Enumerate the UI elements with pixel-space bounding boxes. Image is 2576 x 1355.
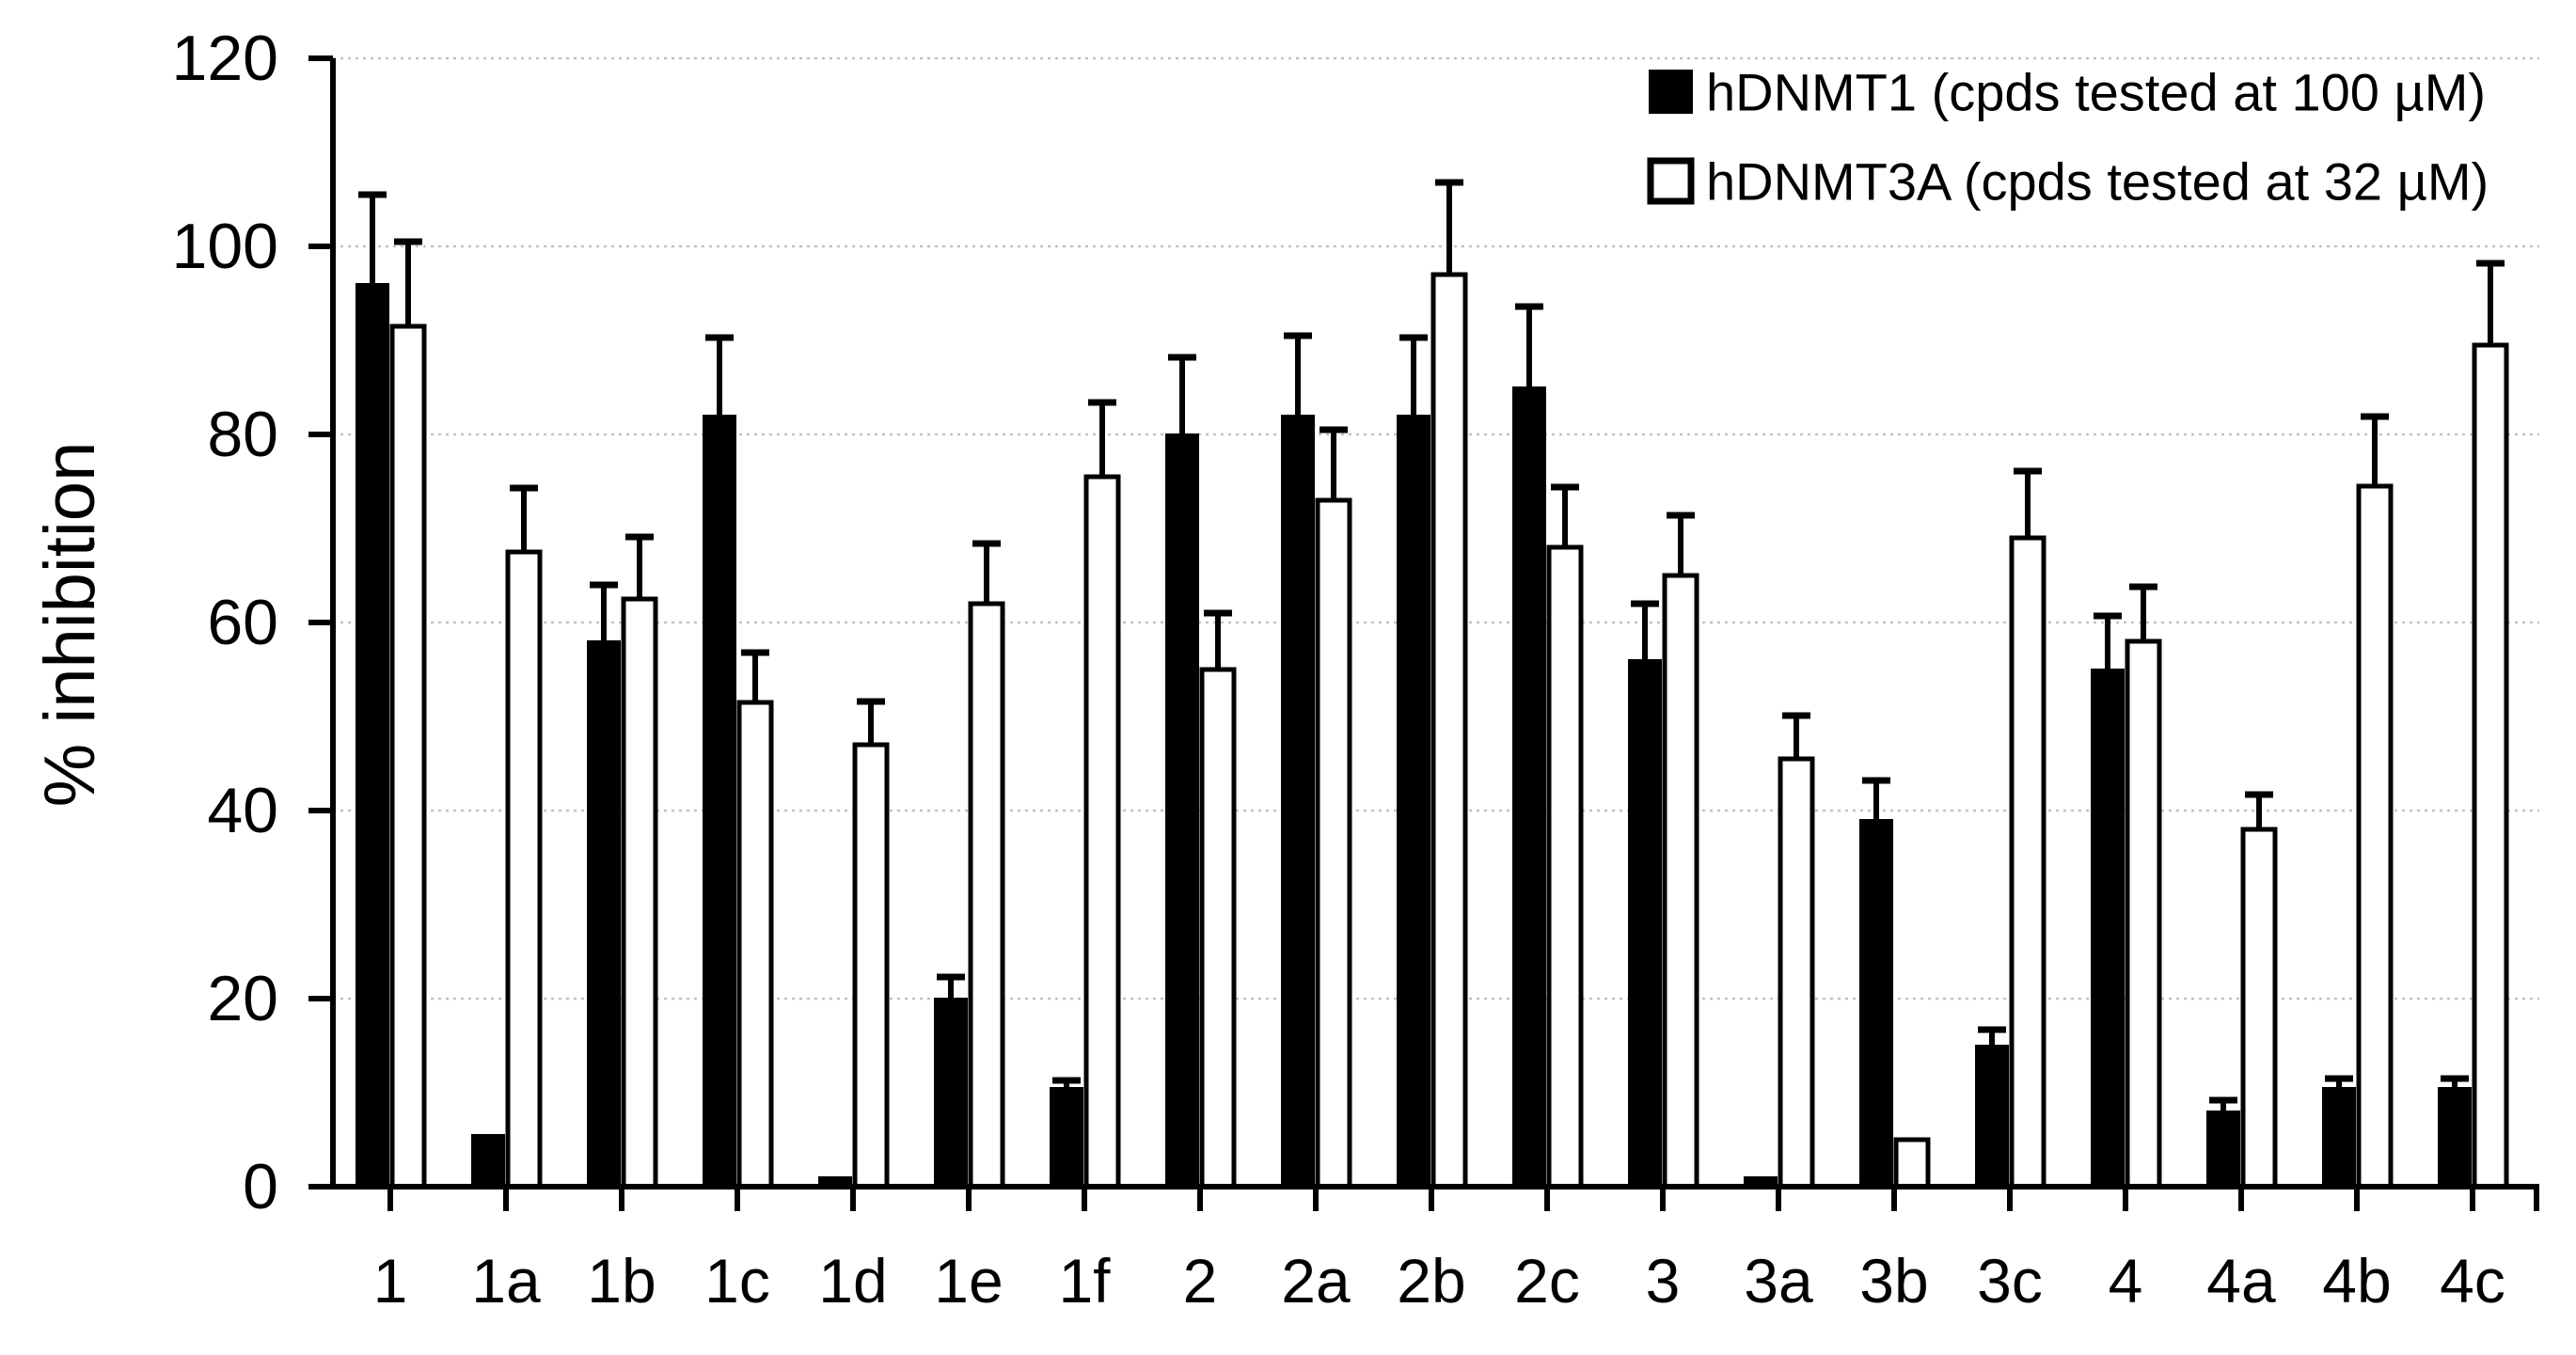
axes — [308, 55, 2539, 1211]
bar-hDNMT3A-2a — [1315, 497, 1352, 1190]
bar-hDNMT3A-3b — [1893, 1137, 1931, 1190]
x-label-3a: 3a — [1744, 1246, 1813, 1316]
bar-hDNMT3A-2c — [1546, 544, 1584, 1190]
bar-hDNMT1-4a — [2206, 1111, 2240, 1188]
bar-hDNMT1-1e — [934, 998, 968, 1188]
bar-hDNMT1-3b — [1859, 819, 1893, 1188]
x-label-2b: 2b — [1397, 1246, 1465, 1316]
bar-hDNMT3A-2 — [1199, 667, 1237, 1190]
x-label-4b: 4b — [2322, 1246, 2391, 1316]
bar-hDNMT3A-1c — [736, 700, 774, 1190]
x-label-1f: 1f — [1058, 1246, 1111, 1316]
legend-swatch-hdnmt3a-icon — [1647, 157, 1695, 205]
gridlines — [333, 56, 2539, 1000]
bar-hDNMT1-3c — [1975, 1045, 2009, 1188]
x-label-3c: 3c — [1977, 1246, 2043, 1316]
legend-label-hdnmt3a: hDNMT3A (cpds tested at 32 µM) — [1706, 152, 2489, 212]
bar-hDNMT1-2b — [1397, 415, 1430, 1188]
x-label-2: 2 — [1183, 1246, 1218, 1316]
x-label-1c: 1c — [704, 1246, 770, 1316]
bar-hDNMT3A-1b — [621, 596, 658, 1190]
bar-hDNMT1-2c — [1512, 386, 1546, 1188]
y-tick-label-100: 100 — [172, 211, 278, 282]
bar-hDNMT3A-1a — [505, 549, 543, 1190]
bar-hDNMT3A-3c — [2009, 535, 2047, 1190]
bar-hDNMT1-1b — [587, 640, 621, 1188]
legend-label-hdnmt1: hDNMT1 (cpds tested at 100 µM) — [1706, 63, 2486, 122]
bars — [356, 272, 2509, 1190]
y-tick-label-20: 20 — [207, 963, 278, 1034]
bar-hDNMT1-4c — [2438, 1087, 2472, 1188]
bar-hDNMT1-2 — [1165, 433, 1199, 1188]
bar-hDNMT1-1f — [1050, 1087, 1083, 1188]
bar-hDNMT1-4 — [2091, 669, 2125, 1188]
bar-hDNMT1-4b — [2322, 1087, 2356, 1188]
legend: hDNMT1 (cpds tested at 100 µM) hDNMT3A (… — [1647, 63, 2489, 212]
x-label-1d: 1d — [818, 1246, 887, 1316]
y-tick-label-60: 60 — [207, 587, 278, 658]
y-tick-labels: 0 20 40 60 80 100 120 — [172, 23, 278, 1222]
x-label-2a: 2a — [1281, 1246, 1351, 1316]
bar-hDNMT1-3 — [1628, 659, 1662, 1188]
bar-hDNMT3A-1f — [1083, 474, 1121, 1190]
legend-swatch-hdnmt1-icon — [1649, 70, 1693, 114]
x-label-1e: 1e — [934, 1246, 1003, 1316]
x-label-1: 1 — [373, 1246, 408, 1316]
bar-hDNMT1-1c — [703, 415, 736, 1188]
bar-hDNMT3A-3 — [1662, 573, 1699, 1190]
bar-hDNMT3A-3a — [1778, 756, 1815, 1190]
bar-hDNMT3A-1d — [852, 742, 890, 1190]
x-label-2c: 2c — [1514, 1246, 1580, 1316]
y-tick-label-80: 80 — [207, 399, 278, 470]
bar-hDNMT1-1 — [356, 283, 389, 1188]
bar-hDNMT3A-4b — [2356, 483, 2394, 1190]
x-label-4: 4 — [2109, 1246, 2143, 1316]
x-label-4a: 4a — [2206, 1246, 2276, 1316]
bar-hDNMT1-2a — [1281, 415, 1315, 1188]
bar-hDNMT3A-4 — [2125, 638, 2162, 1190]
x-category-labels: 1 1a 1b 1c 1d 1e 1f 2 2a 2b 2c 3 3a 3b 3c 4 4a 4b 4c — [373, 1246, 2505, 1316]
y-tick-label-120: 120 — [172, 23, 278, 94]
bar-hDNMT3A-4a — [2240, 827, 2278, 1190]
bar-hDNMT1-1a — [471, 1134, 505, 1188]
bar-hDNMT3A-2b — [1430, 272, 1468, 1190]
x-label-3: 3 — [1646, 1246, 1681, 1316]
x-label-1b: 1b — [587, 1246, 656, 1316]
y-tick-label-0: 0 — [243, 1151, 278, 1222]
bar-hDNMT3A-4c — [2472, 342, 2509, 1190]
error-bars — [358, 179, 2505, 1111]
x-label-1a: 1a — [471, 1246, 541, 1316]
y-tick-label-40: 40 — [207, 775, 278, 846]
bar-hDNMT3A-1 — [389, 323, 427, 1190]
x-label-4c: 4c — [2440, 1246, 2505, 1316]
y-axis-title: % inhibition — [30, 442, 110, 808]
x-label-3b: 3b — [1859, 1246, 1928, 1316]
bar-hDNMT3A-1e — [968, 601, 1005, 1190]
